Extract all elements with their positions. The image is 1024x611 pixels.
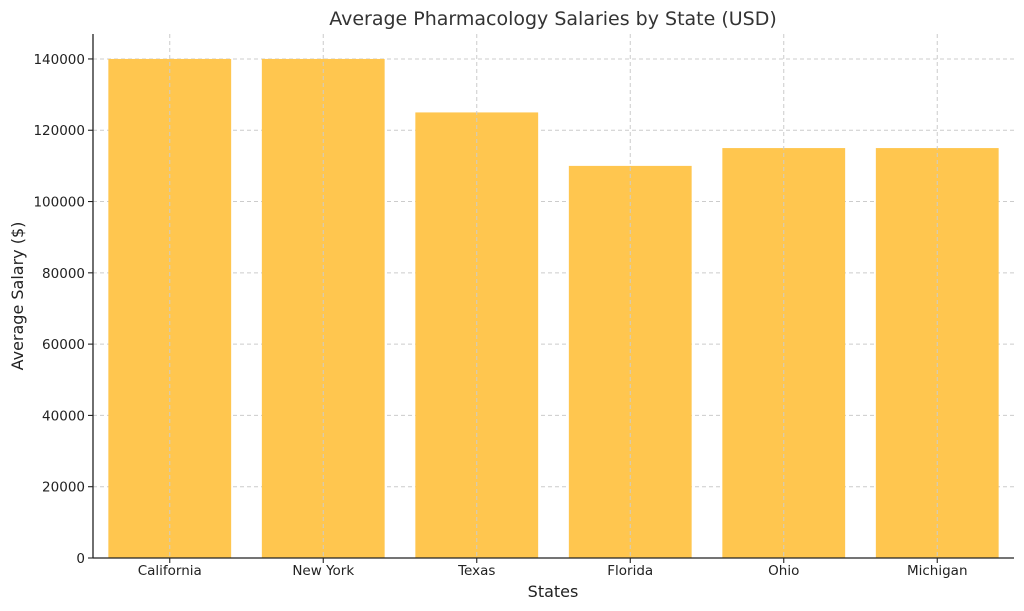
bars [108, 34, 999, 559]
x-tick-label: Florida [607, 563, 653, 579]
y-tick-label: 100000 [33, 195, 85, 211]
x-tick-label: Michigan [907, 563, 968, 579]
y-tick-label: 20000 [42, 480, 85, 496]
y-axis-label: Average Salary ($) [8, 222, 27, 371]
chart-title: Average Pharmacology Salaries by State (… [329, 8, 777, 30]
x-axis-label: States [528, 582, 579, 601]
x-tick-label: California [138, 563, 202, 579]
y-tick-label: 40000 [42, 408, 85, 424]
y-tick-label: 80000 [42, 266, 85, 282]
x-tick-label: Texas [457, 563, 495, 579]
y-tick-label: 120000 [33, 123, 85, 139]
y-ticks: 0 20000 40000 60000 80000 100000 120000 140000 [33, 52, 93, 567]
axes [92, 34, 1014, 559]
y-tick-label: 140000 [33, 52, 85, 68]
y-tick-label: 0 [76, 551, 85, 567]
x-ticks: California New York Texas Florida Ohio Michig… [138, 558, 968, 579]
x-tick-label: New York [292, 563, 354, 579]
x-tick-label: Ohio [768, 563, 799, 579]
y-tick-label: 60000 [42, 337, 85, 353]
